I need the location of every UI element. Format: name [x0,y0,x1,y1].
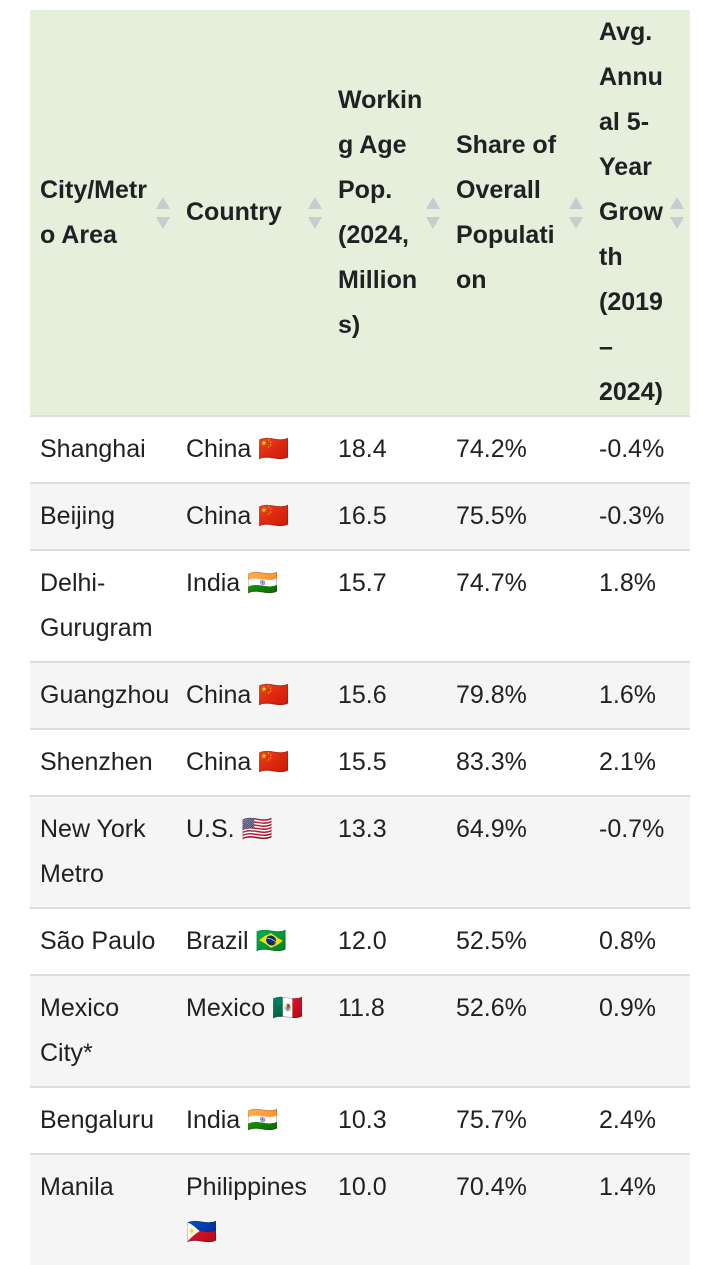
table-cell: 15.7 [328,549,446,662]
table-cell: China 🇨🇳 [176,661,328,729]
table-cell: 1.8% [589,549,690,662]
table-cell: 10.3 [328,1086,446,1154]
table-row: Manila Philippines 🇵🇭 10.0 70.4% 1.4% [30,1153,690,1265]
table-header: City/Metro Area Country Working Age Pop. (… [30,10,690,416]
table-body: Shanghai China 🇨🇳 18.4 74.2% -0.4% Beijing Chi… [30,415,690,1265]
table-cell: 52.6% [446,974,589,1087]
sort-icon[interactable] [156,195,170,231]
sort-icon[interactable] [569,195,583,231]
column-header[interactable]: Country [176,10,328,416]
table-row: New York Metro U.S. 🇺🇸 13.3 64.9% -0.7% [30,795,690,908]
sort-icon[interactable] [426,195,440,231]
table-cell: 1.4% [589,1153,690,1265]
table-cell: 75.5% [446,482,589,550]
sort-icon[interactable] [308,195,322,231]
table-cell: São Paulo [30,907,176,975]
header-text: Country [186,198,282,226]
table-cell: 16.5 [328,482,446,550]
table-cell: Guangzhou [30,661,176,729]
header-text: Avg. Annual 5-Year Growth (2019–2024) [599,18,663,406]
table-cell: India 🇮🇳 [176,549,328,662]
table-cell: 74.2% [446,415,589,483]
header-row: City/Metro Area Country Working Age Pop. (… [30,10,690,416]
table-cell: 83.3% [446,728,589,796]
table-row: Guangzhou China 🇨🇳 15.6 79.8% 1.6% [30,661,690,729]
table-cell: 79.8% [446,661,589,729]
table-row: São Paulo Brazil 🇧🇷 12.0 52.5% 0.8% [30,907,690,975]
column-header[interactable]: Share of Overall Population [446,10,589,416]
table-cell: 0.9% [589,974,690,1087]
table-cell: Mexico City* [30,974,176,1087]
table-cell: Bengaluru [30,1086,176,1154]
table-cell: U.S. 🇺🇸 [176,795,328,908]
table-cell: -0.4% [589,415,690,483]
column-header[interactable]: City/Metro Area [30,10,176,416]
table-row: Shanghai China 🇨🇳 18.4 74.2% -0.4% [30,415,690,483]
table-cell: China 🇨🇳 [176,728,328,796]
table-cell: -0.3% [589,482,690,550]
page: City/Metro Area Country Working Age Pop. (… [30,10,690,1265]
table-cell: 13.3 [328,795,446,908]
table-cell: Brazil 🇧🇷 [176,907,328,975]
table-cell: 0.8% [589,907,690,975]
table-cell: India 🇮🇳 [176,1086,328,1154]
table-cell: China 🇨🇳 [176,415,328,483]
table-cell: Philippines 🇵🇭 [176,1153,328,1265]
table-cell: 75.7% [446,1086,589,1154]
table-row: Delhi-Gurugram India 🇮🇳 15.7 74.7% 1.8% [30,549,690,662]
table-cell: 70.4% [446,1153,589,1265]
table-cell: 15.6 [328,661,446,729]
table-cell: 18.4 [328,415,446,483]
header-text: Share of Overall Population [456,130,557,294]
table-cell: 12.0 [328,907,446,975]
column-header[interactable]: Avg. Annual 5-Year Growth (2019–2024) [589,10,690,416]
table-cell: Manila [30,1153,176,1265]
table-cell: Mexico 🇲🇽 [176,974,328,1087]
header-text: Working Age Pop. (2024, Millions) [338,85,423,339]
table-cell: China 🇨🇳 [176,482,328,550]
table-cell: 64.9% [446,795,589,908]
table-row: Beijing China 🇨🇳 16.5 75.5% -0.3% [30,482,690,550]
table-cell: 52.5% [446,907,589,975]
table-cell: 74.7% [446,549,589,662]
table-row: Mexico City* Mexico 🇲🇽 11.8 52.6% 0.9% [30,974,690,1087]
table-cell: 2.1% [589,728,690,796]
table-cell: New York Metro [30,795,176,908]
table-cell: Shenzhen [30,728,176,796]
column-header[interactable]: Working Age Pop. (2024, Millions) [328,10,446,416]
table-cell: Delhi-Gurugram [30,549,176,662]
table-cell: 1.6% [589,661,690,729]
sort-icon[interactable] [670,195,684,231]
table-cell: 2.4% [589,1086,690,1154]
table-cell: 10.0 [328,1153,446,1265]
table-cell: 11.8 [328,974,446,1087]
data-table: City/Metro Area Country Working Age Pop. (… [30,10,690,1265]
table-cell: Shanghai [30,415,176,483]
table-cell: 15.5 [328,728,446,796]
table-row: Shenzhen China 🇨🇳 15.5 83.3% 2.1% [30,728,690,796]
table-row: Bengaluru India 🇮🇳 10.3 75.7% 2.4% [30,1086,690,1154]
table-cell: -0.7% [589,795,690,908]
header-text: City/Metro Area [40,175,147,249]
table-cell: Beijing [30,482,176,550]
